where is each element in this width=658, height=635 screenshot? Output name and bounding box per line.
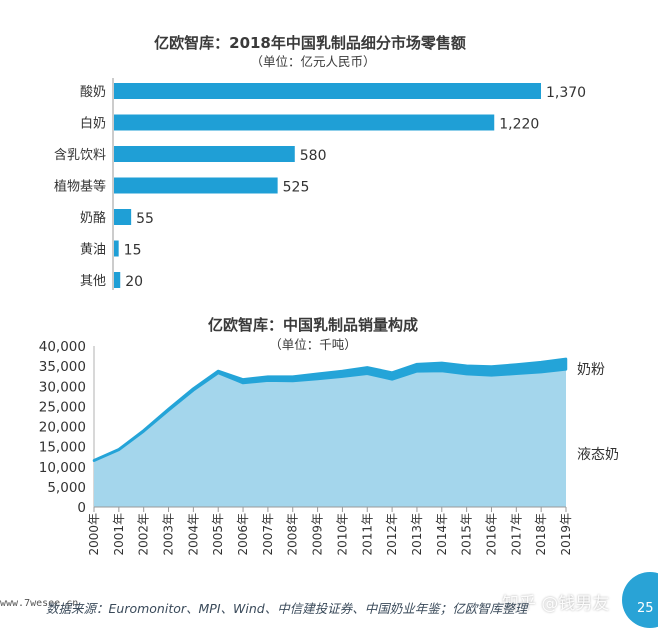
x-tick-label: 2018年	[534, 513, 548, 556]
x-tick-label: 2012年	[385, 513, 399, 556]
bar-category-label: 酸奶	[80, 85, 106, 100]
bar	[114, 209, 132, 225]
source-note: 数据来源：Euromonitor、MPI、Wind、中信建投证券、中国奶业年鉴；…	[46, 601, 528, 616]
y-tick-label: 40,000	[39, 339, 86, 355]
x-tick-label: 2015年	[460, 513, 474, 556]
x-tick-label: 2019年	[559, 513, 573, 556]
bar-chart-title: 亿欧智库：2018年中国乳制品细分市场零售额	[154, 34, 466, 52]
series-label-milk-powder: 奶粉	[577, 362, 605, 378]
x-tick-label: 2004年	[186, 513, 200, 556]
page-number: 25	[637, 601, 654, 616]
bar	[114, 240, 119, 257]
area-marks: 40,000 35,000 30,000 25,000 20,000 15,000 10,0…	[39, 339, 573, 556]
watermark: 知乎 @钱男友	[502, 594, 610, 614]
bar-chart-subtitle: （单位：亿元人民币）	[250, 54, 375, 69]
bar-value-label: 15	[124, 243, 142, 259]
x-tick-label: 2016年	[484, 513, 498, 556]
bar	[114, 114, 495, 131]
bar-value-label: 580	[300, 148, 327, 164]
bar-category-label: 植物基等	[54, 179, 106, 195]
bar-value-label: 20	[125, 274, 143, 290]
x-tick-label: 2017年	[509, 513, 523, 556]
site-url: www.7wesee.cn	[0, 598, 79, 609]
bar-category-label: 含乳饮料	[54, 147, 106, 163]
area-series-milk-powder	[92, 357, 568, 462]
bar-category-label: 其他	[80, 274, 106, 289]
bar-category-label: 奶酪	[80, 210, 106, 226]
bar	[114, 272, 121, 288]
bar-value-label: 525	[283, 180, 310, 196]
x-tick-label: 2003年	[162, 513, 176, 556]
bar-category-label: 黄油	[80, 243, 106, 258]
y-tick-label: 25,000	[39, 399, 86, 415]
x-tick-label: 2014年	[435, 513, 449, 556]
area-chart-title: 亿欧智库：中国乳制品销量构成	[208, 316, 418, 334]
y-tick-label: 15,000	[39, 440, 86, 456]
bar-value-label: 1,220	[499, 117, 539, 133]
x-tick-label: 2007年	[261, 513, 275, 556]
bar-chart: 亿欧智库：2018年中国乳制品细分市场零售额 （单位：亿元人民币） 酸奶 1,37…	[54, 34, 586, 290]
bar	[114, 146, 295, 162]
x-tick-label: 2000年	[87, 513, 101, 556]
x-tick-label: 2011年	[360, 513, 374, 556]
x-tick-label: 2013年	[410, 513, 424, 556]
y-tick-label: 30,000	[39, 379, 86, 395]
y-tick-label: 0	[77, 500, 86, 516]
bar-category-label: 白奶	[80, 116, 106, 132]
bar-value-label: 55	[136, 211, 154, 227]
x-tick-label: 2005年	[211, 513, 225, 556]
bar	[114, 177, 278, 194]
x-tick-label: 2002年	[137, 513, 151, 556]
x-tick-label: 2010年	[335, 513, 349, 556]
area-chart: 亿欧智库：中国乳制品销量构成 （单位：千吨） 40,000 35,000 30,00…	[39, 316, 619, 556]
x-tick-label: 2001年	[112, 513, 126, 556]
area-series-liquid-milk	[94, 369, 566, 507]
series-label-liquid-milk: 液态奶	[577, 447, 619, 463]
area-chart-subtitle: （单位：千吨）	[269, 337, 357, 352]
x-tick-label: 2008年	[286, 513, 300, 556]
y-tick-label: 35,000	[39, 359, 86, 375]
y-tick-label: 20,000	[39, 420, 86, 436]
y-tick-label: 10,000	[39, 460, 86, 476]
bar	[114, 83, 541, 99]
bar-value-label: 1,370	[546, 85, 586, 101]
x-tick-label: 2006年	[236, 513, 250, 556]
x-tick-label: 2009年	[311, 513, 325, 556]
bar-marks: 酸奶 1,370 白奶 1,220 含乳饮料 580 植物基等 525 奶酪 55 黄油 15 其他 20	[54, 83, 586, 290]
y-tick-label: 5,000	[47, 480, 86, 496]
